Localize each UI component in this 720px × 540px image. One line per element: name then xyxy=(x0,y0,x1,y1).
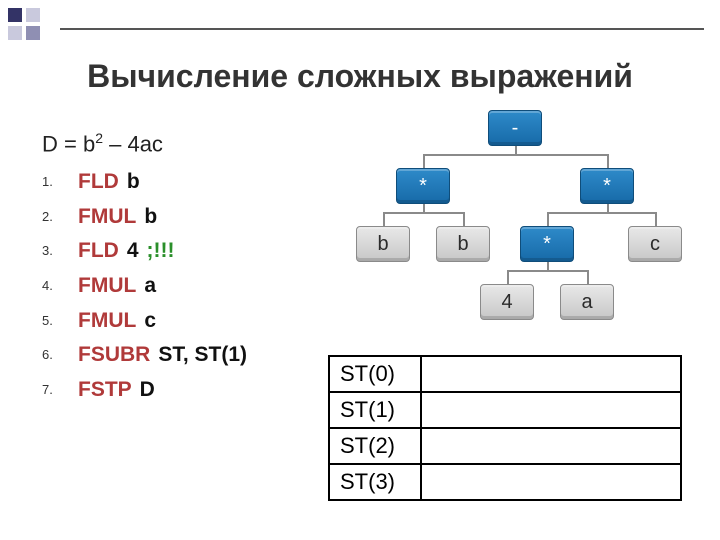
tree-connector xyxy=(515,146,517,154)
stack-reg: ST(2) xyxy=(329,428,421,464)
stack-reg: ST(3) xyxy=(329,464,421,500)
formula-lhs: D = b xyxy=(42,131,95,156)
tree-node-b2: b xyxy=(436,226,490,262)
argument: c xyxy=(144,309,156,332)
instruction: FLD xyxy=(78,170,119,193)
argument: 4 xyxy=(127,239,139,262)
comment: ;!!! xyxy=(147,239,175,262)
argument: b xyxy=(144,205,157,228)
deco-square xyxy=(8,8,22,22)
tree-connector xyxy=(383,212,385,226)
tree-connector xyxy=(383,212,465,214)
tree-connector xyxy=(423,204,425,212)
code-line: 1.FLD b xyxy=(42,165,247,200)
stack-value xyxy=(421,356,681,392)
code-line: 5.FMUL c xyxy=(42,304,247,339)
stack-value xyxy=(421,392,681,428)
line-number: 7. xyxy=(42,373,78,408)
tree-connector xyxy=(423,154,425,168)
instruction: FMUL xyxy=(78,205,136,228)
tree-connector xyxy=(423,154,609,156)
table-row: ST(2) xyxy=(329,428,681,464)
argument: D xyxy=(140,378,155,401)
instruction: FSUBR xyxy=(78,343,150,366)
code-listing: 1.FLDb 2.FMULb 3.FLD4;!!! 4.FMULa 5.FMUL… xyxy=(42,165,247,407)
tree-connector xyxy=(607,204,609,212)
table-row: ST(3) xyxy=(329,464,681,500)
table-row: ST(1) xyxy=(329,392,681,428)
corner-decoration xyxy=(8,8,40,40)
instruction: FMUL xyxy=(78,274,136,297)
formula: D = b2 – 4ac xyxy=(42,130,163,157)
deco-square xyxy=(26,8,40,22)
stack-value xyxy=(421,428,681,464)
line-number: 3. xyxy=(42,234,78,269)
expression-tree: - * * b b * c 4 a xyxy=(330,110,700,330)
code-line: 6.FSUBR ST, ST(1) xyxy=(42,338,247,373)
tree-connector xyxy=(607,154,609,168)
code-line: 4.FMUL a xyxy=(42,269,247,304)
tree-connector xyxy=(547,212,549,226)
argument: ST, ST(1) xyxy=(158,343,247,366)
line-number: 2. xyxy=(42,200,78,235)
table-row: ST(0) xyxy=(329,356,681,392)
stack-value xyxy=(421,464,681,500)
tree-node-b1: b xyxy=(356,226,410,262)
tree-connector xyxy=(507,270,589,272)
deco-square xyxy=(26,26,40,40)
tree-connector xyxy=(507,270,509,284)
stack-reg: ST(0) xyxy=(329,356,421,392)
argument: a xyxy=(144,274,156,297)
tree-node-a: a xyxy=(560,284,614,320)
formula-exp: 2 xyxy=(95,130,103,146)
stack-reg: ST(1) xyxy=(329,392,421,428)
tree-node-mul-inner: * xyxy=(520,226,574,262)
instruction: FMUL xyxy=(78,309,136,332)
line-number: 6. xyxy=(42,338,78,373)
tree-node-mul-left: * xyxy=(396,168,450,204)
header-rule xyxy=(60,28,704,30)
tree-node-minus: - xyxy=(488,110,542,146)
instruction: FLD xyxy=(78,239,119,262)
tree-connector xyxy=(463,212,465,226)
line-number: 5. xyxy=(42,304,78,339)
instruction: FSTP xyxy=(78,378,132,401)
argument: b xyxy=(127,170,140,193)
tree-connector xyxy=(587,270,589,284)
tree-connector xyxy=(547,262,549,270)
page-title: Вычисление сложных выражений xyxy=(0,58,720,95)
formula-rhs: – 4ac xyxy=(103,131,163,156)
tree-node-4: 4 xyxy=(480,284,534,320)
fpu-stack-table: ST(0) ST(1) ST(2) ST(3) xyxy=(328,355,682,501)
line-number: 1. xyxy=(42,165,78,200)
tree-node-mul-right: * xyxy=(580,168,634,204)
code-line: 3.FLD 4;!!! xyxy=(42,234,247,269)
tree-connector xyxy=(655,212,657,226)
tree-node-c: c xyxy=(628,226,682,262)
tree-connector xyxy=(547,212,657,214)
code-line: 2.FMUL b xyxy=(42,200,247,235)
deco-square xyxy=(8,26,22,40)
code-line: 7.FSTP D xyxy=(42,373,247,408)
line-number: 4. xyxy=(42,269,78,304)
